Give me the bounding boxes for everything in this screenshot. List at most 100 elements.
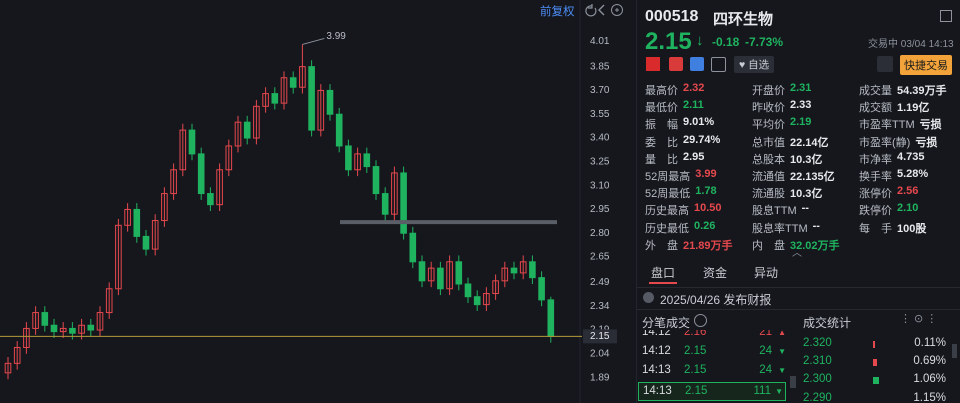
stat: 平均价 2.19 xyxy=(752,116,811,132)
candle-body xyxy=(225,145,233,171)
stat: 换手率 5.28% xyxy=(859,168,928,184)
expand-icon[interactable] xyxy=(940,10,952,22)
y-tick-label: 3.25 xyxy=(590,156,610,167)
stat: 昨收价 2.33 xyxy=(752,99,811,115)
settings-icon[interactable] xyxy=(694,314,707,327)
toolbar-icons[interactable] xyxy=(583,3,633,17)
stat: 量 比 2.95 xyxy=(645,151,704,167)
stat: 最高价 2.32 xyxy=(645,82,704,98)
candle-body xyxy=(418,261,426,282)
stat-label: 振 幅 xyxy=(645,119,678,132)
stat-value: 22.135亿 xyxy=(790,171,835,183)
candle-body xyxy=(446,261,453,290)
collapse-icon[interactable]: ︿ xyxy=(792,248,802,259)
tab[interactable]: 异动 xyxy=(754,266,779,280)
distribution-price: 2.310 xyxy=(803,355,832,367)
stat-label: 总股本 xyxy=(752,153,785,166)
candle-body xyxy=(115,224,122,290)
stat-label: 跌停价 xyxy=(859,205,892,218)
stat: 最低价 2.11 xyxy=(645,99,704,115)
tab[interactable]: 盘口 xyxy=(651,266,676,280)
trade-price: 2.15 xyxy=(684,364,707,376)
stat-label: 外 盘 xyxy=(645,239,678,252)
candle-body xyxy=(354,153,361,171)
tag-icon[interactable] xyxy=(690,57,704,71)
stat-label: 股息TTM xyxy=(752,205,797,218)
alert-button[interactable] xyxy=(877,56,893,72)
stat-label: 委 比 xyxy=(645,136,678,149)
divider xyxy=(636,309,960,310)
stat-value: -- xyxy=(801,202,809,215)
stat-label: 换手率 xyxy=(859,171,892,183)
stat-value: 2.10 xyxy=(897,202,919,215)
stat: 内 盘 32.02万手 xyxy=(752,237,840,253)
last-price-label: 2.15 xyxy=(590,331,610,342)
stat-value: 3.99 xyxy=(695,168,717,180)
tag-icon[interactable] xyxy=(669,57,683,71)
flag-icon[interactable] xyxy=(646,57,660,71)
candle-body xyxy=(400,172,407,234)
watch-button[interactable]: ♥ 自选 xyxy=(734,56,775,73)
candle-body xyxy=(179,129,187,171)
candle-body xyxy=(197,153,205,195)
candle-body xyxy=(59,327,67,333)
y-tick-label: 2.04 xyxy=(590,348,610,359)
y-tick-label: 3.40 xyxy=(590,133,610,144)
distribution-icons[interactable]: ⋮⊙⋮ xyxy=(900,313,941,325)
y-tick-label: 3.10 xyxy=(590,180,610,191)
stat-value: 10.3亿 xyxy=(790,153,823,166)
stat: 52周最低 1.78 xyxy=(645,185,717,201)
candle-body xyxy=(529,261,536,279)
scrollbar[interactable] xyxy=(790,376,796,388)
stat-label: 市盈率(静) xyxy=(859,136,911,149)
stat-label: 每 手 xyxy=(859,222,892,235)
notice-text: 发布财报 xyxy=(723,293,772,307)
trade-row: 14:13 2.15 111 ▼ xyxy=(638,382,786,401)
stat-value: 2.33 xyxy=(790,99,812,112)
stat-label: 总市值 xyxy=(752,136,785,149)
stat-label: 最高价 xyxy=(645,85,678,97)
price: 2.15 xyxy=(645,28,692,55)
last-price-tag xyxy=(583,329,617,344)
candle-body xyxy=(345,145,352,171)
candle-body xyxy=(427,267,435,282)
stat: 市盈率(静) 亏损 xyxy=(859,134,937,150)
y-tick-label: 1.89 xyxy=(590,372,610,383)
y-tick-label: 3.70 xyxy=(590,85,610,96)
y-tick-label: 2.49 xyxy=(590,277,610,288)
y-tick-label: 2.80 xyxy=(590,228,610,239)
trade-time: 14:13 xyxy=(642,364,671,376)
notice-date: 2025/04/26 xyxy=(660,293,721,307)
candle-body xyxy=(161,193,168,222)
notice[interactable]: 2025/04/26 发布财报 xyxy=(660,291,771,308)
stat-value: 1.19亿 xyxy=(897,102,930,115)
price-arrow: ↓ xyxy=(696,32,704,49)
trade-price: 2.16 xyxy=(684,330,707,338)
stat-value: 5.28% xyxy=(897,168,929,180)
stat-value: 21.89万手 xyxy=(683,239,733,252)
candle-body xyxy=(253,105,260,139)
stat-label: 量 比 xyxy=(645,153,678,166)
stat-value: 54.39万手 xyxy=(897,85,947,97)
marker-line xyxy=(340,220,557,225)
quick-trade-button[interactable]: 快捷交易 xyxy=(900,55,952,75)
change-pct: -7.73% xyxy=(745,35,784,49)
stat-value: 10.3亿 xyxy=(790,188,823,201)
candle-body xyxy=(170,169,177,195)
trade-row: 14:12 2.16 21 ▲ xyxy=(640,330,786,341)
trade-volume: 24 xyxy=(759,364,772,376)
adjust-toggle[interactable]: 前复权 xyxy=(540,6,575,18)
scrollbar[interactable] xyxy=(952,344,957,358)
note-icon[interactable] xyxy=(711,57,726,72)
stat-value: 2.56 xyxy=(897,185,919,198)
tab[interactable]: 资金 xyxy=(703,266,728,280)
candle-body xyxy=(381,193,389,215)
stat: 成交量 54.39万手 xyxy=(859,82,947,98)
candle-body xyxy=(437,267,444,290)
stat: 市净率 4.735 xyxy=(859,151,925,167)
candle-body xyxy=(492,280,499,295)
candle-body xyxy=(133,208,141,237)
candle-body xyxy=(501,267,509,282)
stat: 总股本 10.3亿 xyxy=(752,151,822,167)
y-tick-label: 2.34 xyxy=(590,301,610,312)
